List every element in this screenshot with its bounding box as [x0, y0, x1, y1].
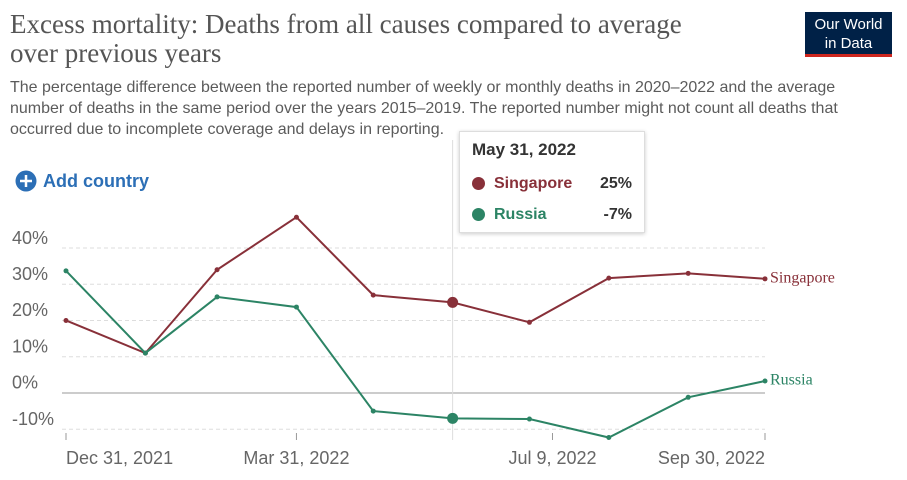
data-point [685, 270, 691, 276]
data-point [606, 275, 612, 281]
data-point [293, 214, 299, 220]
data-point [214, 267, 220, 273]
y-tick-label: 20% [12, 300, 48, 320]
data-point [685, 394, 691, 400]
data-point [606, 435, 612, 441]
data-point [370, 292, 376, 298]
data-point [447, 412, 459, 424]
data-point [762, 378, 768, 384]
chart-title: Excess mortality: Deaths from all causes… [10, 9, 682, 68]
data-point [63, 268, 69, 274]
data-point [214, 294, 220, 300]
tooltip-swatch [472, 208, 485, 221]
data-point [293, 304, 299, 310]
logo-line: Our World [814, 16, 883, 33]
y-tick-label: -10% [12, 409, 54, 429]
data-point [370, 408, 376, 414]
series-label: Singapore [770, 269, 835, 286]
tooltip-series: Singapore [494, 174, 573, 192]
tooltip-swatch [472, 177, 485, 190]
logo-line: in Data [824, 35, 873, 52]
subtitle: The percentage difference between the re… [10, 79, 838, 138]
x-tick-label: Sep 30, 2022 [658, 448, 765, 468]
x-tick-label: Dec 31, 2021 [66, 448, 173, 468]
series-label: Russia [770, 372, 813, 389]
tooltip-series: Russia [494, 205, 547, 223]
x-tick-label: Mar 31, 2022 [243, 448, 349, 468]
data-point [762, 276, 768, 282]
x-tick-label: Jul 9, 2022 [508, 448, 596, 468]
add-country-label: Add country [43, 170, 149, 191]
series-line [65, 270, 766, 439]
tooltip-row: Singapore 25% [472, 168, 632, 199]
tooltip-value: -7% [603, 205, 632, 223]
data-point [142, 350, 148, 356]
data-point [142, 350, 148, 356]
data-point [63, 317, 69, 323]
y-tick-label: 40% [12, 228, 48, 248]
data-point [526, 416, 532, 422]
y-tick-label: 10% [12, 336, 48, 356]
add-country-button[interactable]: Add country [15, 169, 149, 193]
y-tick-label: 0% [12, 373, 38, 393]
plus-icon [15, 170, 37, 192]
logo[interactable]: Our World in Data [805, 12, 892, 57]
tooltip-row: Russia -7% [472, 199, 632, 230]
tooltip-title: May 31, 2022 [472, 140, 576, 159]
data-point [447, 296, 459, 308]
data-point [526, 319, 532, 325]
tooltip-value: 25% [599, 174, 632, 192]
y-tick-label: 30% [12, 264, 48, 284]
tooltip: May 31, 2022 Singapore 25% Russia -7% [459, 131, 645, 233]
series-line [65, 215, 766, 355]
